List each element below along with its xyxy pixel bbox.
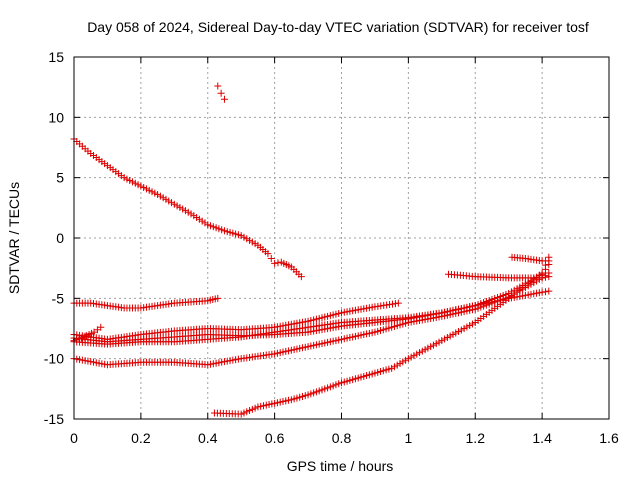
series-s11: [508, 253, 553, 265]
x-tick-label: 0.2: [131, 430, 151, 446]
series-s10: [445, 270, 553, 282]
y-tick-label: 0: [56, 230, 64, 246]
data-point: [538, 274, 546, 282]
series-s3: [70, 294, 222, 312]
data-point: [541, 288, 549, 296]
data-point: [545, 287, 553, 295]
data-point: [220, 95, 228, 103]
data-point: [214, 82, 222, 90]
y-tick-label: 15: [48, 49, 64, 65]
data-point: [297, 273, 305, 281]
x-axis-label: GPS time / hours: [287, 458, 394, 474]
y-tick-label: -10: [44, 351, 64, 367]
data-point: [545, 273, 553, 281]
x-tick-label: 0: [70, 430, 78, 446]
data-point: [97, 323, 105, 331]
data-point: [214, 294, 222, 302]
data-point: [267, 255, 275, 263]
x-tick-label: 0.4: [198, 430, 218, 446]
plot-frame: [73, 56, 610, 420]
y-tick-label: 10: [48, 109, 64, 125]
series-s9: [210, 253, 553, 418]
data-point: [541, 273, 549, 281]
x-tick-label: 1.2: [466, 430, 486, 446]
y-tick-label: -15: [44, 411, 64, 427]
y-tick-label: -5: [52, 290, 65, 306]
data-point: [264, 250, 272, 258]
series-s1: [70, 135, 305, 281]
chart-title: Day 058 of 2024, Sidereal Day-to-day VTE…: [87, 19, 589, 35]
y-tick-label: 5: [56, 170, 64, 186]
data-point: [274, 259, 282, 267]
data-point: [545, 257, 553, 265]
x-tick-label: 1.4: [532, 430, 552, 446]
y-tick-labels: -15 -10 -5 0 5 10 15: [44, 49, 64, 427]
data-point: [538, 288, 546, 296]
x-tick-label: 1: [404, 430, 412, 446]
series-s2: [214, 82, 228, 103]
series-s6: [70, 261, 553, 346]
data-point: [217, 89, 225, 97]
grid-lines: [74, 57, 609, 419]
x-tick-label: 0.8: [332, 430, 352, 446]
x-tick-label: 0.6: [265, 430, 285, 446]
x-tick-label: 1.6: [599, 430, 619, 446]
y-axis-label: SDTVAR / TECUs: [6, 182, 22, 294]
data-point: [394, 299, 402, 307]
data-point: [271, 259, 279, 267]
data-points: [70, 82, 553, 418]
x-tick-labels: 0 0.2 0.4 0.6 0.8 1 1.2 1.4 1.6: [70, 430, 619, 446]
